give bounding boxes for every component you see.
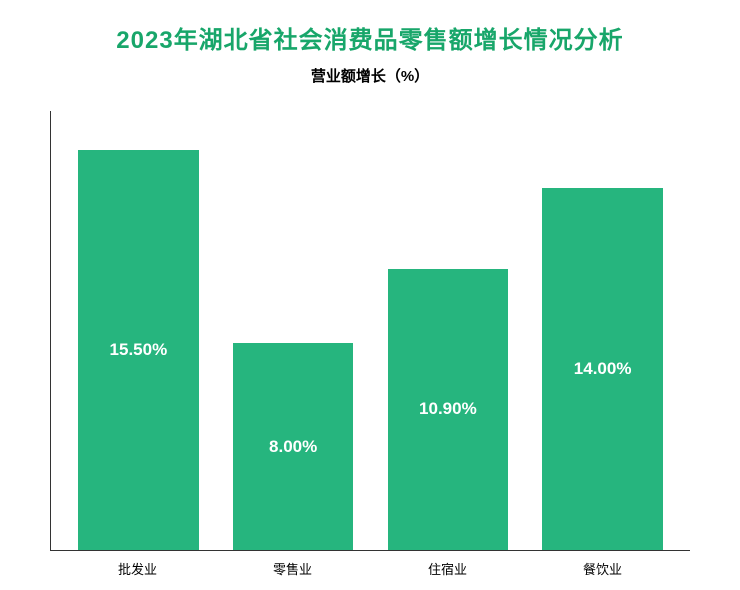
bar: 15.50% — [78, 150, 199, 550]
bar-value-label: 8.00% — [269, 437, 317, 457]
bar: 14.00% — [542, 188, 663, 550]
bar-slot: 8.00% — [216, 111, 371, 550]
bar-value-label: 10.90% — [419, 399, 477, 419]
bars-container: 15.50% 8.00% 10.90% 14.00% — [51, 111, 690, 550]
bar: 8.00% — [233, 343, 354, 550]
bar-slot: 10.90% — [371, 111, 526, 550]
x-axis-label: 餐饮业 — [525, 559, 680, 578]
bar-value-label: 15.50% — [110, 340, 168, 360]
chart-title: 2023年湖北省社会消费品零售额增长情况分析 — [30, 20, 710, 55]
chart-subtitle: 营业额增长（%） — [30, 65, 710, 86]
bar-slot: 15.50% — [61, 111, 216, 550]
x-axis-label: 批发业 — [60, 559, 215, 578]
bar: 10.90% — [388, 269, 509, 550]
plot-area: 15.50% 8.00% 10.90% 14.00% — [50, 111, 690, 551]
bar-slot: 14.00% — [525, 111, 680, 550]
x-axis-labels: 批发业零售业住宿业餐饮业 — [50, 559, 690, 578]
x-axis-label: 零售业 — [215, 559, 370, 578]
bar-value-label: 14.00% — [574, 359, 632, 379]
x-axis-label: 住宿业 — [370, 559, 525, 578]
